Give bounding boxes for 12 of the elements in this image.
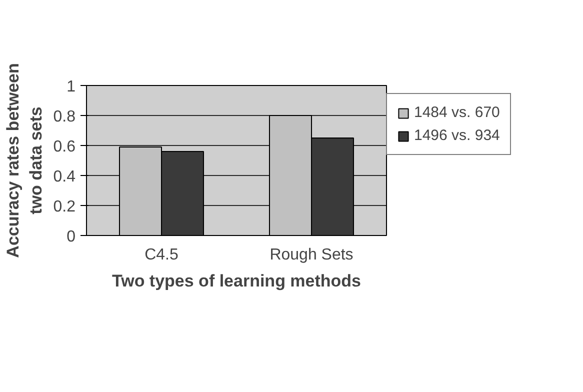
x-tick-label: C4.5: [144, 246, 178, 264]
x-tick-label: Rough Sets: [270, 246, 354, 264]
x-axis-title: Two types of learning methods: [112, 272, 362, 290]
y-tick-label: 0.8: [53, 108, 76, 126]
legend-label: 1484 vs. 670: [414, 104, 500, 121]
y-axis-title: Accuracy rates between two data sets: [3, 63, 46, 258]
legend-label: 1496 vs. 934: [414, 127, 500, 144]
y-tick-label: 0.6: [53, 138, 76, 156]
y-tick-label: 0.2: [53, 198, 76, 216]
y-tick-label: 0.4: [53, 168, 76, 186]
y-tick-label: 1: [66, 78, 76, 96]
y-tick-label: 0: [66, 228, 76, 246]
